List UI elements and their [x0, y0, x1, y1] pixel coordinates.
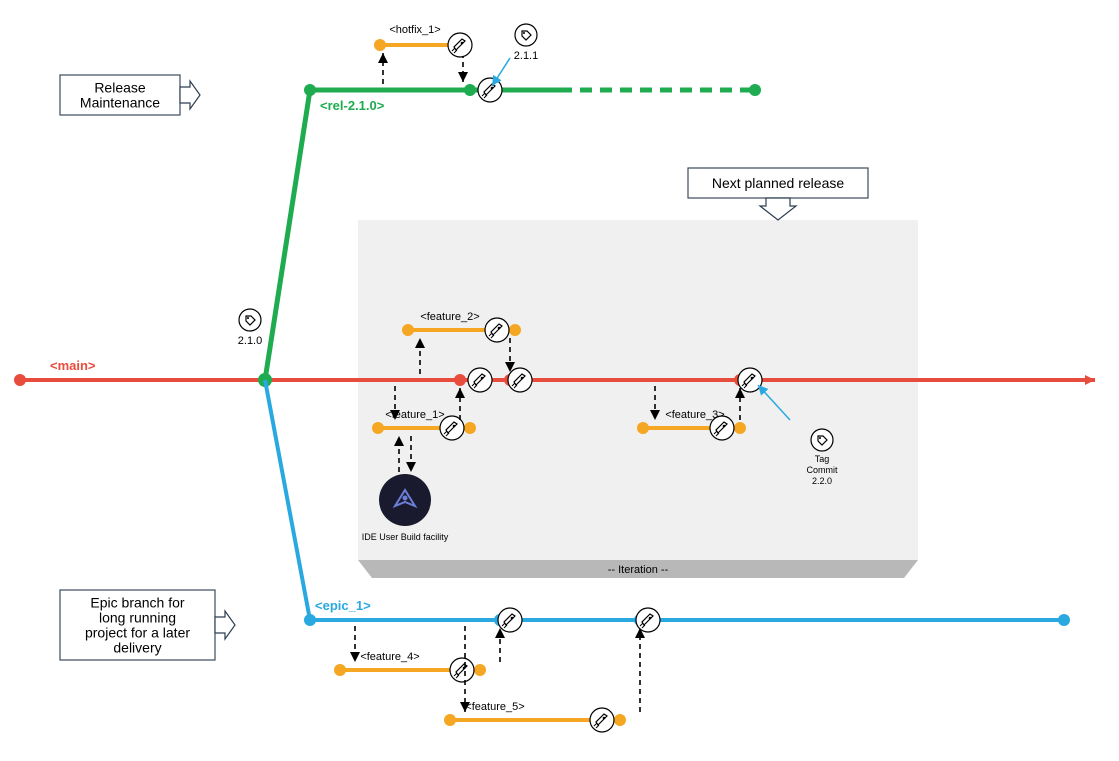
feature-2-commit-start [402, 324, 414, 336]
feature-5-commit-end [614, 714, 626, 726]
hotfix-commit-start [374, 39, 386, 51]
callout-epic-description-line-1: long running [99, 610, 176, 626]
main-rocket-1-icon [468, 368, 492, 392]
tag-210-icon [239, 309, 261, 331]
tag-211-icon [515, 24, 537, 46]
callout-epic-description-line-0: Epic branch for [90, 595, 184, 611]
epic-commit-0 [304, 614, 316, 626]
release-commit-1 [464, 84, 476, 96]
hotfix-label: <hotfix_1> [389, 24, 440, 36]
next-release-arrow-icon [760, 198, 796, 220]
ide-logo-dot [403, 496, 408, 501]
feature-2-rocket-icon [485, 318, 509, 342]
main-rocket-2-icon [508, 368, 532, 392]
feature-3-commit-end [734, 422, 746, 434]
iteration-panel [358, 220, 918, 560]
hotfix-rocket-icon [448, 33, 472, 57]
release-rocket-icon [478, 78, 502, 102]
epic-rocket-1-icon [498, 608, 522, 632]
main-branch-label: <main> [50, 358, 96, 373]
ide-label: IDE User Build facility [362, 532, 449, 542]
tag-220-l1: Tag [815, 454, 830, 464]
iteration-label: -- Iteration -- [608, 564, 669, 576]
feature-1-commit-end [464, 422, 476, 434]
release-commit-0 [304, 84, 316, 96]
tag-220-l3: 2.2.0 [812, 476, 832, 486]
tag-211-pointer [492, 58, 510, 86]
epic-diagonal [265, 380, 310, 620]
main-rocket-3-icon [738, 368, 762, 392]
tag-211-label: 2.1.1 [514, 50, 538, 62]
callout-epic-description-line-3: delivery [113, 640, 161, 656]
epic-branch-label: <epic_1> [315, 598, 371, 613]
feature-5-label: <feature_5> [465, 701, 524, 713]
feature-4-label: <feature_4> [360, 651, 419, 663]
main-commit-0 [454, 374, 466, 386]
feature-3-rocket-icon [710, 416, 734, 440]
epic-rocket-2-icon [636, 608, 660, 632]
feature-3-commit-start [637, 422, 649, 434]
callout-release-maintenance-line-1: Maintenance [80, 95, 160, 111]
tag-220-icon [811, 429, 833, 451]
feature-2-label: <feature_2> [420, 311, 479, 323]
feature-1-commit-start [372, 422, 384, 434]
tag-220-l2: Commit [807, 465, 838, 475]
release-diagonal [265, 90, 310, 380]
next-release-label: Next planned release [712, 175, 845, 191]
feature-4-commit-start [334, 664, 346, 676]
feature-2-commit-end [509, 324, 521, 336]
feature-4-rocket-icon [450, 658, 474, 682]
callout-release-maintenance-arrow-icon [180, 81, 200, 109]
release-branch-label: <rel-2.1.0> [320, 98, 385, 113]
callout-epic-description-arrow-icon [215, 611, 235, 639]
tag-210-label: 2.1.0 [238, 335, 262, 347]
main-origin-commit [14, 374, 26, 386]
callout-release-maintenance-line-0: Release [94, 80, 146, 96]
epic-commit-3 [1058, 614, 1070, 626]
callout-epic-description-line-2: project for a later [85, 625, 190, 641]
feature-5-rocket-icon [590, 708, 614, 732]
feature-5-commit-start [444, 714, 456, 726]
feature-4-commit-end [474, 664, 486, 676]
release-commit-2 [749, 84, 761, 96]
